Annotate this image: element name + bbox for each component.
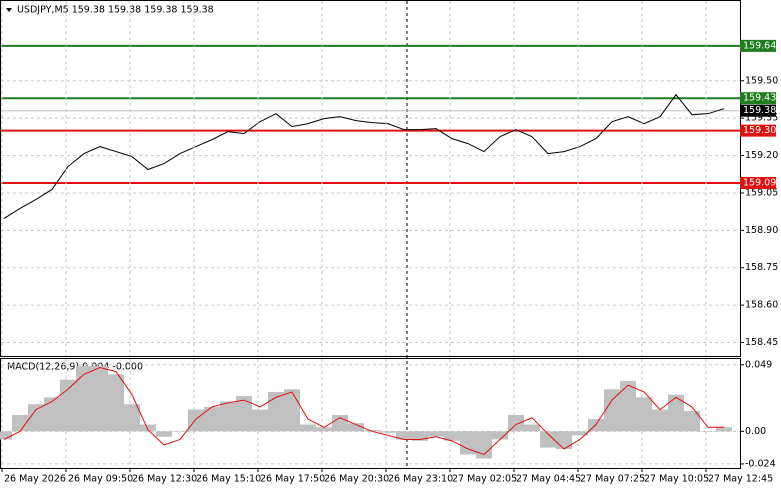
histogram-bar [684,410,700,432]
histogram-bar [700,431,716,432]
histogram-bar [396,431,412,440]
level-tag [740,176,776,189]
histogram-bar [476,431,492,459]
x-tick-label: 26 May 09:50 [68,474,133,485]
y-tick-label: 158.90 [745,225,778,236]
x-tick-label: 26 May 2026 [4,474,66,485]
last-price-label: 159.38 [743,105,776,116]
histogram-bar [12,415,28,432]
histogram-bar [668,394,684,432]
x-tick-label: 26 May 15:10 [196,474,261,485]
x-tick-label: 27 May 07:25 [580,474,645,485]
x-tick-label: 27 May 04:45 [516,474,581,485]
histogram-bar [0,431,12,440]
macd-frame [0,358,741,469]
y-tick-label: 0.049 [745,359,772,370]
histogram-bar [92,366,108,432]
histogram-bar [108,374,124,432]
price-line [3,93,725,219]
histogram-bar [444,431,460,441]
y-tick-label: 158.45 [745,337,778,348]
histogram-bar [636,397,652,432]
histogram-bar [364,429,380,432]
x-tick-label: 26 May 20:30 [324,474,389,485]
x-tick-label: 26 May 17:50 [260,474,325,485]
histogram-bar [348,423,364,432]
level-tag [740,39,776,52]
y-tick-label: 0.00 [745,426,766,437]
histogram-bar [540,431,556,448]
level-label: 159.30 [743,125,776,136]
histogram-bar [412,431,428,441]
histogram-bar [124,404,140,432]
histogram-bar [44,397,60,432]
histogram-bar [508,415,524,432]
histogram-bar [220,401,236,432]
x-tick-label: 27 May 10:05 [644,474,709,485]
histogram-bar [716,427,732,432]
y-tick-label: -0.024 [745,458,776,469]
histogram-bar [556,431,572,449]
histogram-bar [188,409,204,432]
histogram-bar [284,389,300,432]
histogram-bar [380,431,396,433]
level-tag [740,92,776,105]
histogram-bar [460,431,476,455]
signal-line [3,366,724,455]
histogram-bar [620,381,636,432]
histogram-bar [28,404,44,432]
y-tick-label: 159.05 [745,187,778,198]
main-frame [0,0,741,357]
y-tick-label: 159.50 [745,75,778,86]
level-label: 159.64 [743,40,776,51]
histogram-bar [172,431,188,432]
histogram-bar [300,424,316,432]
histogram-bar [236,396,252,432]
histogram-bar [268,391,284,432]
histogram-bar [60,379,76,432]
y-tick-label: 159.35 [745,113,778,124]
y-tick-label: 158.75 [745,262,778,273]
histogram-bar [492,431,508,440]
histogram-bar [316,427,332,432]
histogram-bar [140,424,156,432]
histogram-bar [604,389,620,432]
histogram-bar [524,424,540,432]
x-tick-label: 27 May 12:45 [708,474,773,485]
last-price-tag [740,104,776,117]
menu-arrow [6,8,12,12]
histogram-bar [428,431,444,437]
macd-title: MACD(12,26,9) 0.004 -0.000 [7,362,143,373]
histogram-bar [204,406,220,432]
x-tick-label: 26 May 12:30 [132,474,197,485]
histogram-bar [652,409,668,432]
level-tag [740,124,776,137]
x-tick-label: 27 May 02:05 [452,474,517,485]
chart-title: USDJPY,M5 159.38 159.38 159.38 159.38 [17,5,214,16]
y-tick-label: 159.20 [745,150,778,161]
histogram-bar [76,366,92,432]
histogram-bar [156,431,172,437]
y-tick-label: 158.60 [745,300,778,311]
level-label: 159.43 [743,93,776,104]
x-tick-label: 26 May 23:10 [388,474,453,485]
level-label: 159.09 [743,177,776,188]
histogram-bar [572,431,588,436]
histogram-bar [252,409,268,432]
